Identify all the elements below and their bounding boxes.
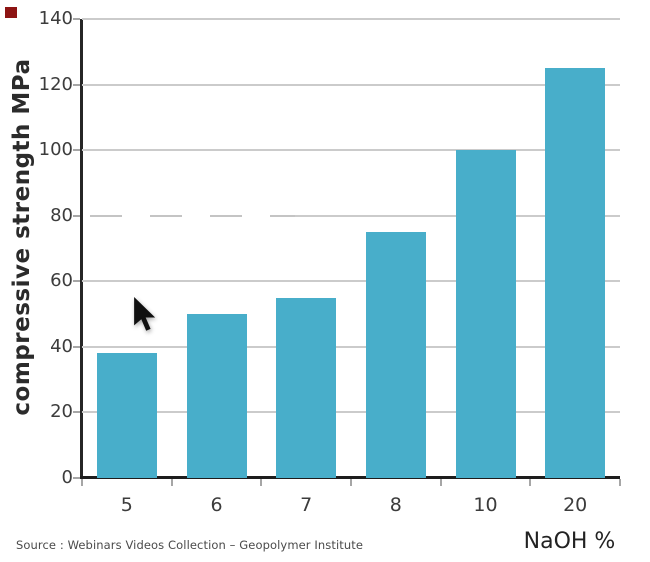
corner-marker bbox=[5, 7, 17, 18]
bar bbox=[455, 150, 516, 478]
x-tick-label: 5 bbox=[120, 494, 133, 516]
y-tick-mark bbox=[73, 345, 80, 348]
bar bbox=[365, 232, 426, 478]
y-tick-label: 120 bbox=[38, 73, 73, 95]
gridline bbox=[82, 345, 620, 348]
y-tick-label: 20 bbox=[50, 401, 73, 423]
y-tick-mark bbox=[73, 18, 80, 20]
y-tick-mark bbox=[73, 83, 80, 86]
y-tick-label: 40 bbox=[50, 335, 73, 357]
source-text: Source : Webinars Videos Collection – Ge… bbox=[16, 538, 364, 552]
x-tick-label: 20 bbox=[563, 494, 588, 516]
y-tick-mark bbox=[73, 280, 80, 283]
bar bbox=[545, 68, 606, 478]
x-tick-label: 7 bbox=[300, 494, 313, 516]
y-tick-label: 100 bbox=[38, 139, 73, 161]
gridline bbox=[82, 18, 620, 20]
y-tick-mark bbox=[73, 477, 80, 479]
gridline bbox=[82, 149, 620, 152]
x-tick-mark bbox=[81, 479, 83, 486]
x-tick-mark bbox=[350, 479, 352, 486]
y-tick-mark bbox=[73, 214, 80, 217]
gridline bbox=[82, 411, 620, 414]
y-tick-label: 80 bbox=[50, 204, 73, 226]
y-tick-mark bbox=[73, 149, 80, 152]
plot-area bbox=[73, 18, 621, 486]
x-tick-mark bbox=[170, 479, 173, 486]
y-tick-label: 0 bbox=[61, 467, 73, 488]
y-axis-line bbox=[80, 19, 83, 478]
bar bbox=[96, 353, 157, 478]
gridline bbox=[82, 83, 620, 86]
x-tick-label: 8 bbox=[389, 494, 402, 516]
gridline-dashed bbox=[90, 214, 295, 217]
x-tick-mark bbox=[439, 479, 442, 486]
x-tick-mark bbox=[529, 479, 532, 486]
gridline bbox=[82, 280, 620, 283]
x-tick-label: 10 bbox=[473, 494, 498, 516]
bar bbox=[276, 297, 337, 478]
y-tick-mark bbox=[73, 411, 80, 414]
x-axis-label: NaOH % bbox=[523, 529, 616, 554]
y-axis-title: compressive strength MPa bbox=[9, 58, 35, 416]
y-tick-label: 140 bbox=[38, 8, 73, 29]
x-tick-mark bbox=[260, 479, 263, 486]
mouse-cursor-icon bbox=[134, 297, 156, 331]
x-axis-line bbox=[80, 476, 620, 479]
x-tick-label: 6 bbox=[210, 494, 223, 516]
y-tick-label: 60 bbox=[50, 270, 73, 292]
bar bbox=[186, 314, 247, 478]
x-tick-mark bbox=[619, 479, 621, 486]
